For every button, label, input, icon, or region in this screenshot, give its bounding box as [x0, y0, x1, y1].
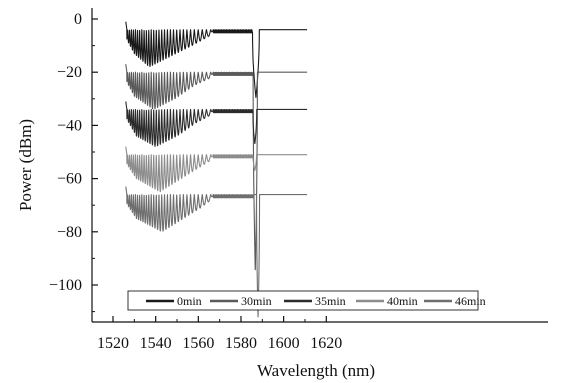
axes [91, 8, 548, 323]
legend-label: 40min [387, 294, 418, 308]
x-tick-label: 1580 [225, 335, 257, 352]
y-tick-label: −40 [57, 117, 82, 134]
x-tick-label: 1600 [268, 335, 300, 352]
plot-traces [125, 21, 308, 318]
x-tick-label: 1540 [140, 335, 172, 352]
y-ticks: 0 −20 −40 −60 −80 −100 [49, 11, 98, 313]
y-tick-label: −80 [57, 224, 82, 241]
x-ticks: 1520 1540 1560 1580 1600 1620 [97, 316, 342, 352]
x-tick-label: 1620 [310, 335, 342, 352]
legend-label: 46min [455, 294, 486, 308]
series-line-0min [125, 21, 308, 99]
series-line-40min [125, 146, 308, 193]
series-line-35min [125, 101, 308, 147]
x-tick-label: 1520 [97, 335, 129, 352]
y-axis-title: Power (dBm) [16, 119, 35, 211]
legend-label: 30min [241, 294, 272, 308]
x-tick-label: 1560 [182, 335, 214, 352]
y-tick-label: −20 [57, 64, 82, 81]
series-line-30min [125, 64, 308, 271]
y-tick-label: −100 [49, 277, 82, 294]
legend-label: 35min [315, 294, 346, 308]
y-tick-label: −60 [57, 171, 82, 188]
y-tick-label: 0 [74, 11, 82, 28]
series-line-46min [125, 186, 308, 318]
legend-label: 0min [177, 294, 202, 308]
x-axis-title: Wavelength (nm) [257, 361, 375, 380]
legend: 0min 30min 35min 40min 46min [127, 290, 486, 311]
